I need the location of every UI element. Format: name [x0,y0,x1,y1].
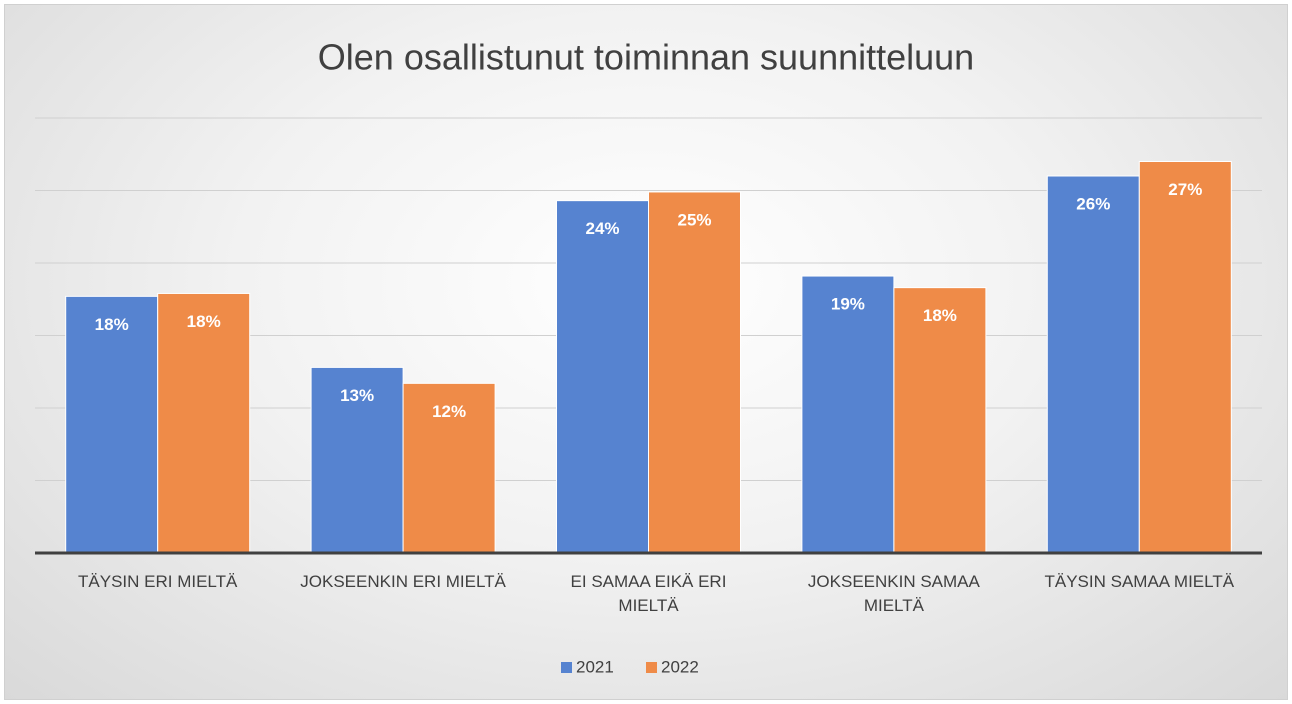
bar [801,275,895,554]
x-tick-label: TÄYSIN SAMAA MIELTÄ [1044,572,1235,591]
data-label: 12% [432,402,466,421]
data-label: 24% [585,219,619,238]
bar [556,200,649,554]
legend-swatch [646,662,657,673]
bar [402,382,496,554]
data-label: 25% [677,210,711,229]
data-label: 19% [831,295,865,314]
x-tick-label: JOKSEENKIN ERI MIELTÄ [300,572,506,591]
x-tick-label: TÄYSIN ERI MIELTÄ [78,572,238,591]
bar [1046,175,1140,554]
bar [893,287,987,554]
bar [1138,161,1232,554]
bar [648,191,741,554]
data-label: 18% [923,306,957,325]
data-label: 26% [1076,194,1110,213]
bar [157,292,251,554]
legend-label: 2022 [661,657,699,676]
bar [65,295,159,554]
legend-swatch [561,662,572,673]
data-label: 18% [187,312,221,331]
data-label: 18% [95,315,129,334]
chart-title: Olen osallistunut toiminnan suunnitteluu… [318,37,974,78]
x-tick-label: EI SAMAA EIKÄ ERI MIELTÄ [570,572,727,615]
legend-label: 2021 [576,657,614,676]
data-label: 27% [1168,180,1202,199]
x-tick-label: JOKSEENKIN SAMAA MIELTÄ [807,572,980,615]
data-label: 13% [340,386,374,405]
